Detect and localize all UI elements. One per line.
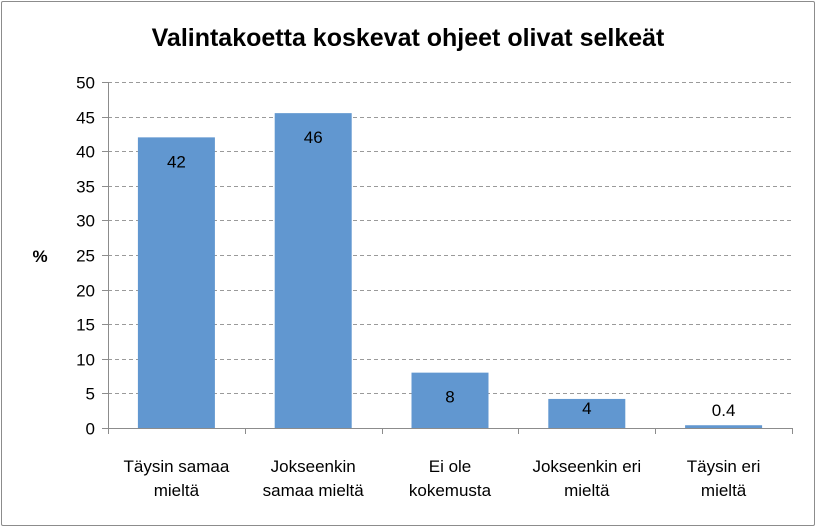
- y-tick-label: 5: [86, 385, 95, 404]
- data-label: 8: [445, 388, 454, 407]
- y-tick-label: 0: [86, 420, 95, 439]
- bar: [411, 372, 489, 428]
- x-tick-label: Täysin samaa: [123, 457, 229, 476]
- y-tick-label: 20: [76, 282, 95, 301]
- x-tick-label: Jokseenkin eri: [532, 457, 641, 476]
- x-tick-label: Jokseenkin: [271, 457, 356, 476]
- data-label: 42: [167, 152, 186, 171]
- x-tick-label: mieltä: [564, 481, 610, 500]
- y-tick-label: 15: [76, 316, 95, 335]
- y-tick-label: 40: [76, 143, 95, 162]
- x-tick-label: Täysin eri: [687, 457, 761, 476]
- bar: [685, 425, 763, 428]
- y-tick-label: 10: [76, 351, 95, 370]
- data-label: 0.4: [712, 401, 736, 420]
- bar: [137, 137, 215, 429]
- y-axis-label: %: [32, 247, 47, 266]
- data-label: 4: [582, 399, 591, 418]
- y-tick-label: 25: [76, 247, 95, 266]
- bar: [274, 113, 352, 428]
- x-tick-label: samaa mieltä: [263, 481, 365, 500]
- x-tick-label: mieltä: [154, 481, 200, 500]
- y-tick-label: 35: [76, 178, 95, 197]
- x-tick-label: Ei ole: [429, 457, 472, 476]
- y-tick-label: 45: [76, 109, 95, 128]
- y-tick-label: 30: [76, 212, 95, 231]
- x-tick-label: mieltä: [701, 481, 747, 500]
- data-label: 46: [304, 128, 323, 147]
- x-tick-label: kokemusta: [409, 481, 492, 500]
- bar: [548, 398, 626, 428]
- chart-title: Valintakoetta koskevat ohjeet olivat sel…: [151, 24, 665, 52]
- y-tick-label: 50: [76, 74, 95, 93]
